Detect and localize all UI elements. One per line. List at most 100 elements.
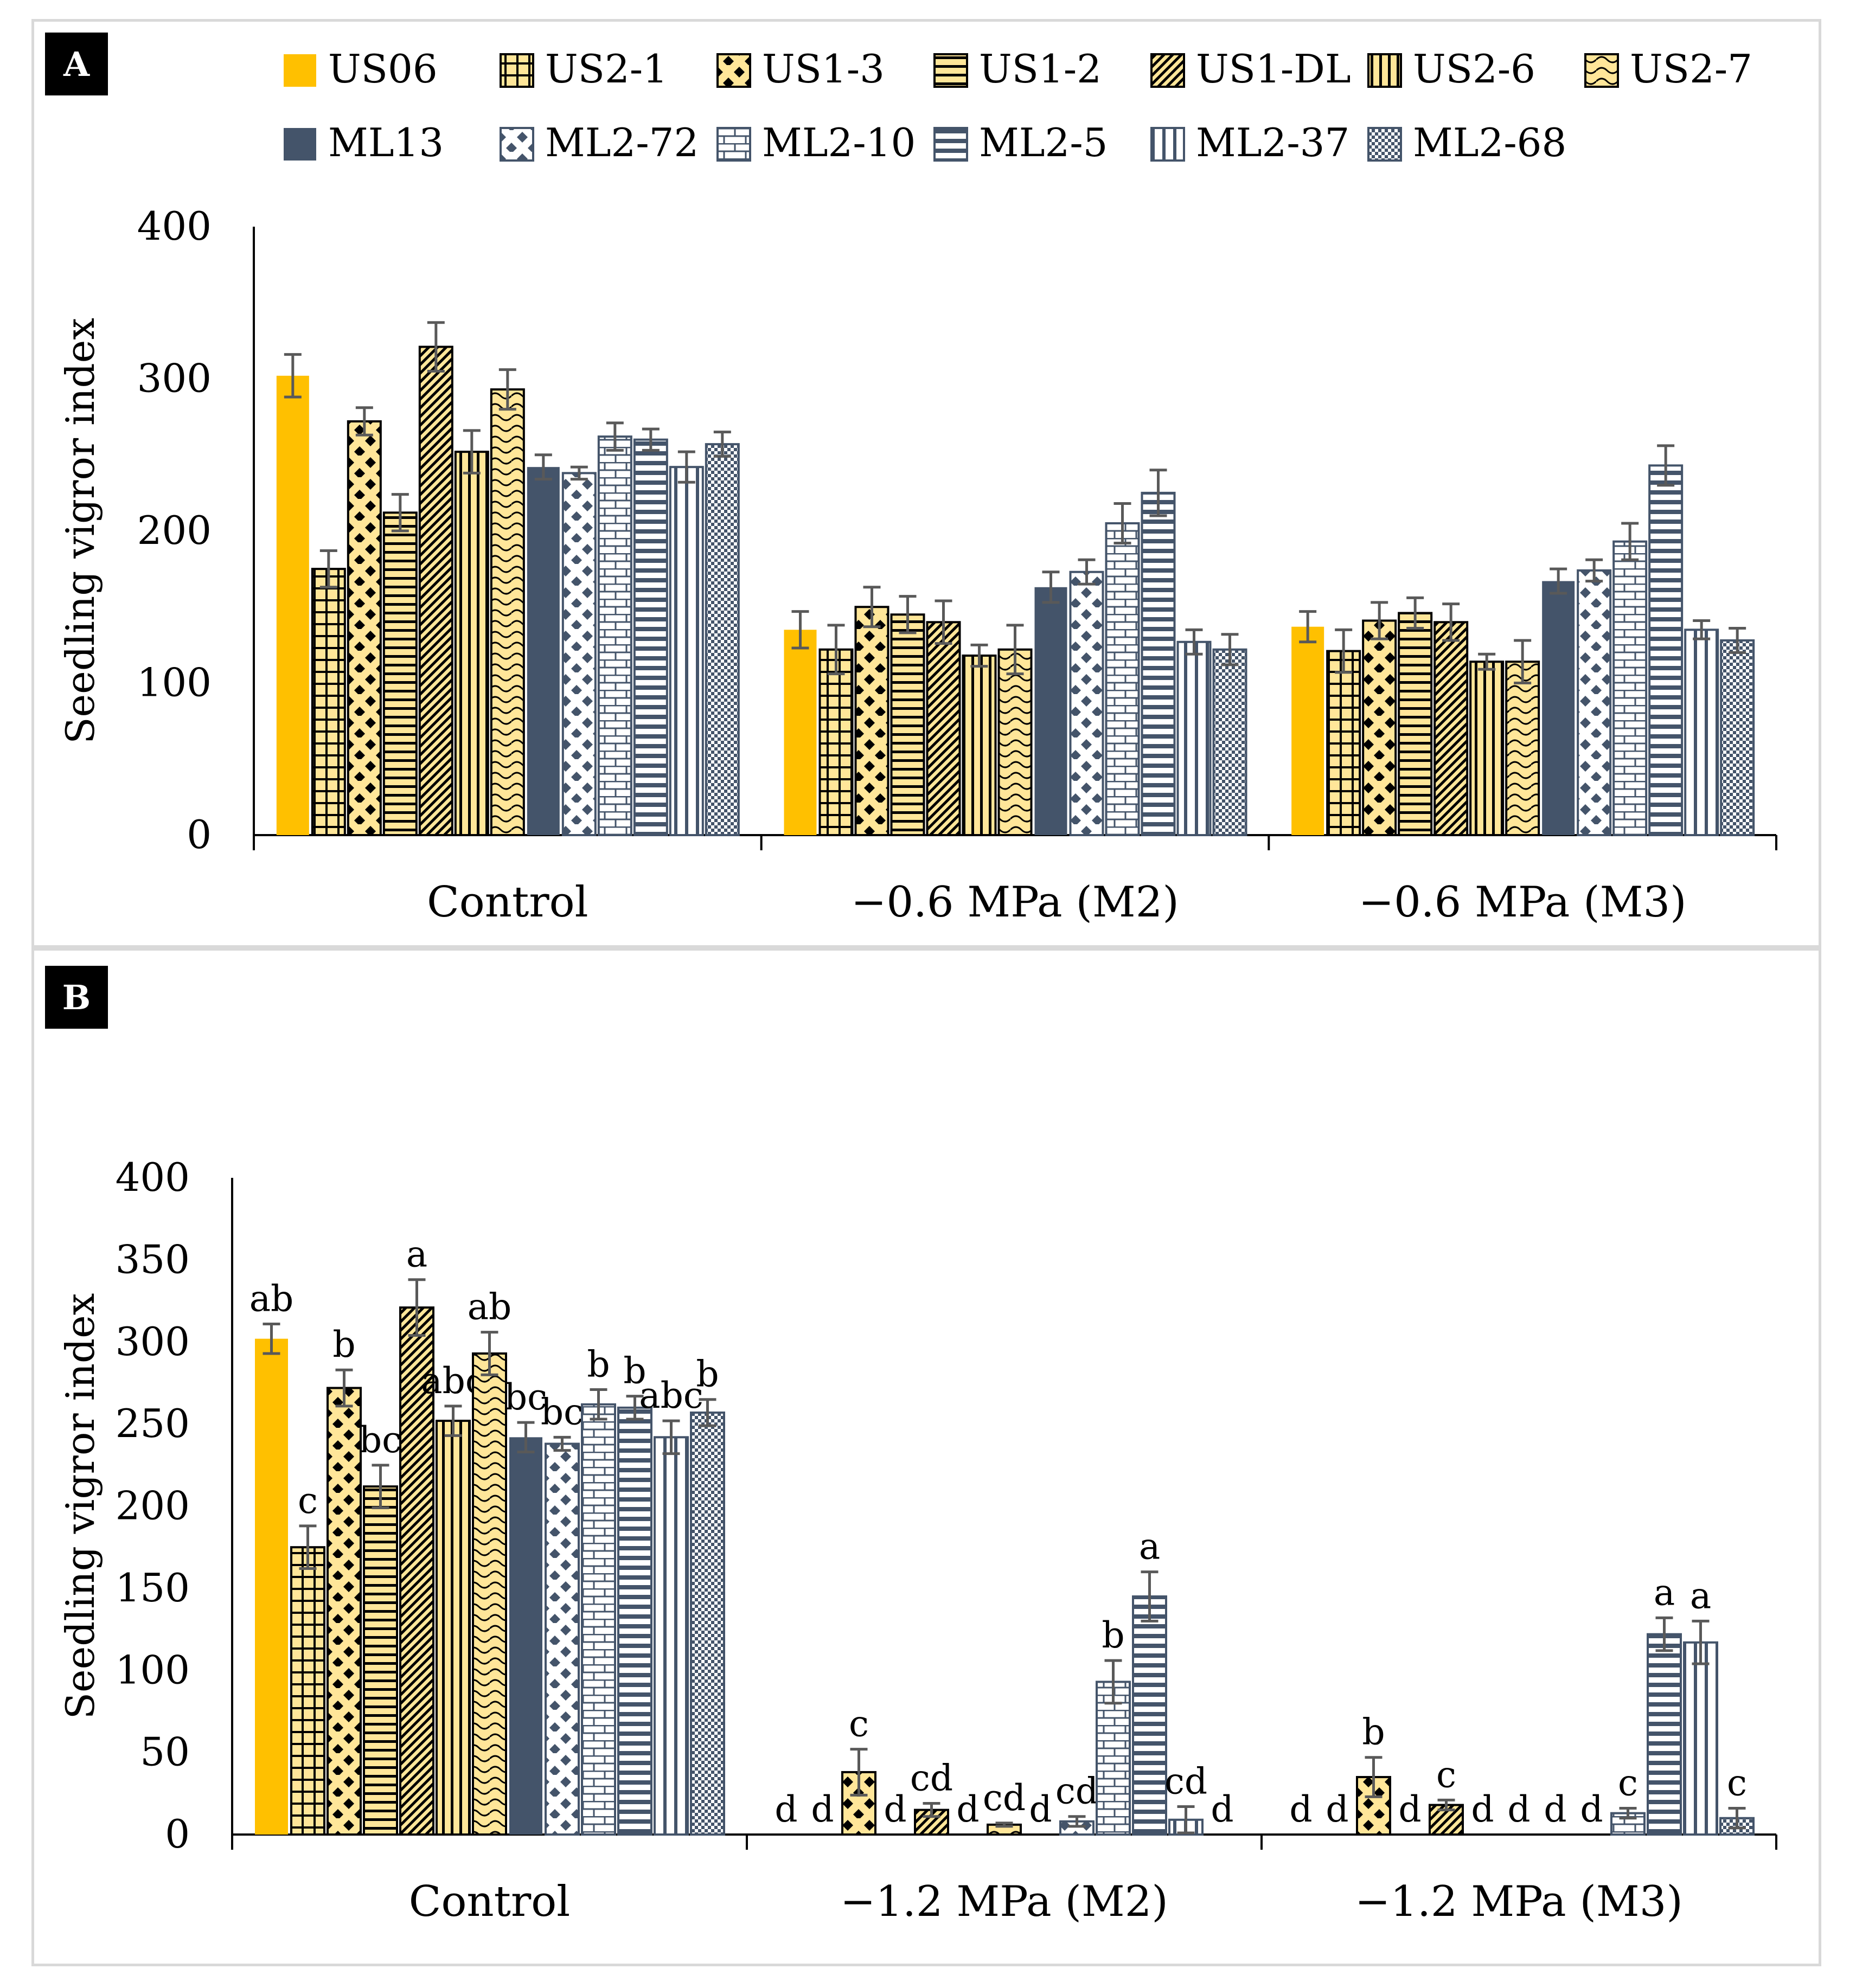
chart-b-error-bar <box>444 1405 462 1437</box>
chart-a-bar-us2-7 <box>490 388 525 836</box>
chart-b-sig-label: d <box>884 1788 906 1830</box>
legend-label: US1-2 <box>979 46 1102 92</box>
legend-label: US1-3 <box>762 46 885 92</box>
chart-a-error-bar <box>1514 639 1532 684</box>
panel-a-badge-box <box>45 33 108 95</box>
chart-a-error-bar <box>284 353 302 399</box>
chart-b-sig-label: d <box>1471 1788 1494 1830</box>
chart-b-sig-label: d <box>1029 1788 1052 1830</box>
chart-a-error-bar <box>391 493 409 533</box>
chart-a-error-bar <box>642 427 660 452</box>
legend-swatch <box>716 127 751 162</box>
chart-a-bar-ml2-10 <box>1105 522 1140 836</box>
chart-a-y-tick-label: 400 <box>137 203 212 249</box>
chart-a-error-bar <box>1221 633 1239 666</box>
chart-a-error-bar <box>1621 522 1639 561</box>
chart-a-y-tick-label: 100 <box>137 660 212 706</box>
chart-a-error-bar <box>1693 619 1711 640</box>
chart-b-sig-label: cd <box>1164 1761 1207 1803</box>
chart-b-error-bar <box>372 1464 389 1510</box>
chart-a-error-bar <box>1657 444 1675 487</box>
chart-b-error-bar <box>1728 1807 1746 1830</box>
chart-b-error-bar <box>299 1524 317 1570</box>
chart-b-sig-label: bc <box>504 1376 547 1418</box>
chart-b-sig-label: c <box>1618 1762 1638 1804</box>
chart-a-svg: A US06 US2-1 US1-3 US1-2 US1-DL US2-6 US2-7 ML13… <box>45 33 1777 927</box>
chart-a-error-bar <box>1149 469 1167 517</box>
chart-b-sig-label: abc <box>639 1375 703 1416</box>
chart-b-sig-label: c <box>1727 1762 1747 1804</box>
chart-b-bar-us1-2 <box>363 1485 398 1836</box>
chart-a-bar-ml2-68 <box>1212 648 1247 837</box>
legend-label: US2-1 <box>545 46 668 92</box>
chart-a-bar-ml2-68 <box>705 443 740 836</box>
chart-a-bar-ml2-37 <box>1684 629 1719 836</box>
chart-b-sig-label: b <box>1102 1614 1124 1656</box>
chart-a-error-bar <box>1729 627 1746 654</box>
legend-swatch <box>284 128 316 161</box>
chart-a-error-bar <box>827 624 845 676</box>
chart-a-error-bar <box>899 595 917 634</box>
chart-b-sig-label: d <box>1289 1788 1312 1830</box>
chart-b-sig-label: a <box>1690 1575 1711 1617</box>
chart-a-error-bar <box>713 431 731 458</box>
chart-b-sig-label: d <box>1326 1788 1348 1830</box>
chart-a-bar-us1-3 <box>347 420 382 836</box>
chart-a-bar-us2-6 <box>454 451 489 836</box>
chart-a-error-bar <box>463 429 481 474</box>
chart-a-bar-ml2-37 <box>669 466 704 836</box>
chart-b-sig-label: d <box>1507 1788 1530 1830</box>
legend-label: ML13 <box>328 120 444 165</box>
legend-swatch <box>1367 127 1402 162</box>
chart-a-error-bar <box>1478 652 1496 671</box>
chart-b-y-tick-label: 300 <box>116 1319 190 1364</box>
chart-a-bar-us2-6 <box>962 655 997 836</box>
panel-a-badge: A <box>63 44 90 84</box>
chart-b-error-bar <box>517 1421 535 1454</box>
legend-item-us1-dl: US1-DL <box>1150 46 1351 92</box>
panel-b-badge: B <box>62 978 91 1017</box>
chart-a-bar-ml2-72 <box>561 472 597 836</box>
chart-a-error-bar <box>534 453 552 481</box>
panel-b: B 0 50 100 150 200 250 300 350 400 Seedling vigror… <box>31 948 1821 1966</box>
chart-a-bar-ml2-5 <box>1648 464 1684 836</box>
chart-b-sig-label: d <box>775 1788 797 1830</box>
legend-swatch <box>284 54 316 87</box>
chart-b-error-bar <box>590 1388 607 1421</box>
chart-b-sig-label: bc <box>541 1391 584 1433</box>
legend-label: ML2-10 <box>762 120 916 165</box>
legend-label: ML2-37 <box>1196 120 1349 165</box>
chart-b-sig-label: c <box>849 1703 869 1745</box>
legend-item-ml2-72: ML2-72 <box>500 120 699 165</box>
chart-a-bar-ml2-37 <box>1176 640 1212 836</box>
chart-b-bar-ml2-5 <box>617 1406 652 1836</box>
chart-a-error-bar <box>863 586 881 629</box>
chart-b-error-bar <box>1068 1815 1086 1828</box>
chart-b-bar-us2-6 <box>436 1420 471 1836</box>
chart-a-error-bar <box>1299 610 1317 644</box>
chart-a-error-bar <box>606 421 624 452</box>
chart-b-sig-label: d <box>1211 1788 1233 1830</box>
chart-a-bar-us1-2 <box>1398 612 1433 836</box>
chart-b-sig-label: cd <box>1055 1771 1098 1812</box>
chart-a-bar-us1-dl <box>1433 621 1469 837</box>
chart-b-sig-label: c <box>1436 1754 1456 1795</box>
chart-b-y-tick-label: 100 <box>116 1647 190 1692</box>
chart-b-y-tick-label: 350 <box>116 1236 190 1282</box>
chart-a-error-bar <box>1371 601 1388 640</box>
chart-b-error-bar <box>1141 1570 1159 1623</box>
chart-a-error-bar <box>355 406 373 437</box>
chart-a-bar-us2-1 <box>311 568 346 836</box>
legend-swatch <box>500 127 534 162</box>
chart-a-bar-ml2-5 <box>1141 491 1176 836</box>
chart-b-y-tick-label: 0 <box>165 1811 190 1857</box>
chart-a-bar-us1-2 <box>890 613 925 837</box>
chart-a-error-bar <box>1042 570 1060 604</box>
chart-a-bar-us06 <box>276 375 309 835</box>
panel-b-badge-box <box>45 966 108 1029</box>
chart-b-bar-ml2-5 <box>1132 1595 1167 1836</box>
chart-a-bar-ml2-5 <box>633 438 668 836</box>
chart-a-error-bar <box>1078 558 1096 586</box>
legend-item-us06: US06 <box>284 46 438 92</box>
chart-a-bar-ml2-72 <box>1577 569 1612 836</box>
